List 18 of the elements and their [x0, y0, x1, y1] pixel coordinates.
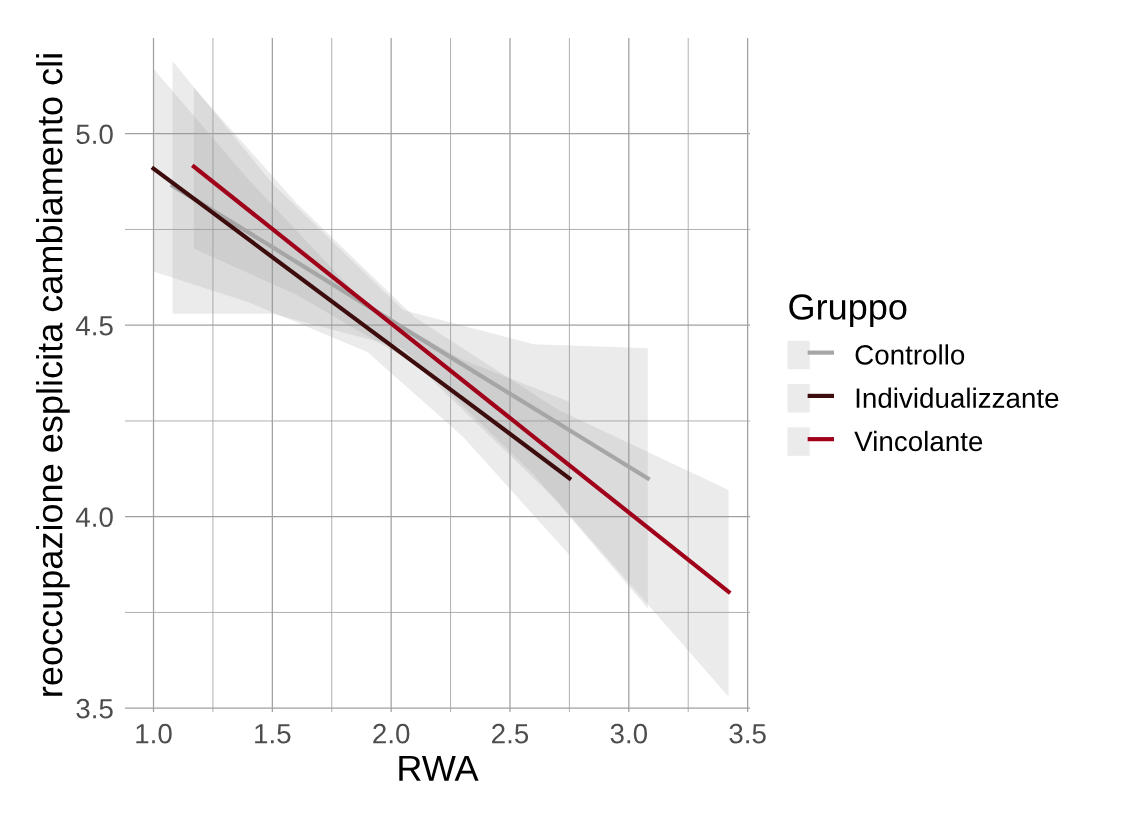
legend-title: Gruppo: [789, 294, 907, 327]
x-tick-label: 1.5: [255, 724, 291, 744]
line-series: [151, 166, 572, 481]
y-tick-label: 4.0: [75, 507, 113, 528]
x-tick-label: 3.5: [729, 723, 766, 744]
y-axis-title: reoccupazione esplicita cambiamento cli: [36, 54, 70, 696]
x-axis-title: RWA: [399, 755, 479, 781]
y-tick-label: 5.0: [76, 124, 113, 145]
y-tick-label: 4.5: [75, 316, 113, 336]
legend-label: Controllo: [855, 344, 965, 365]
x-tick-label: 2.5: [492, 723, 529, 744]
legend-label: Vincolante: [854, 430, 983, 452]
x-tick-label: 2.0: [373, 723, 410, 744]
y-tick-label: 3.5: [76, 698, 113, 719]
line-series: [191, 164, 731, 594]
x-tick-label: 3.0: [610, 723, 648, 744]
legend-label: Individualizzante: [856, 387, 1059, 408]
x-tick-label: 1.0: [136, 723, 172, 744]
